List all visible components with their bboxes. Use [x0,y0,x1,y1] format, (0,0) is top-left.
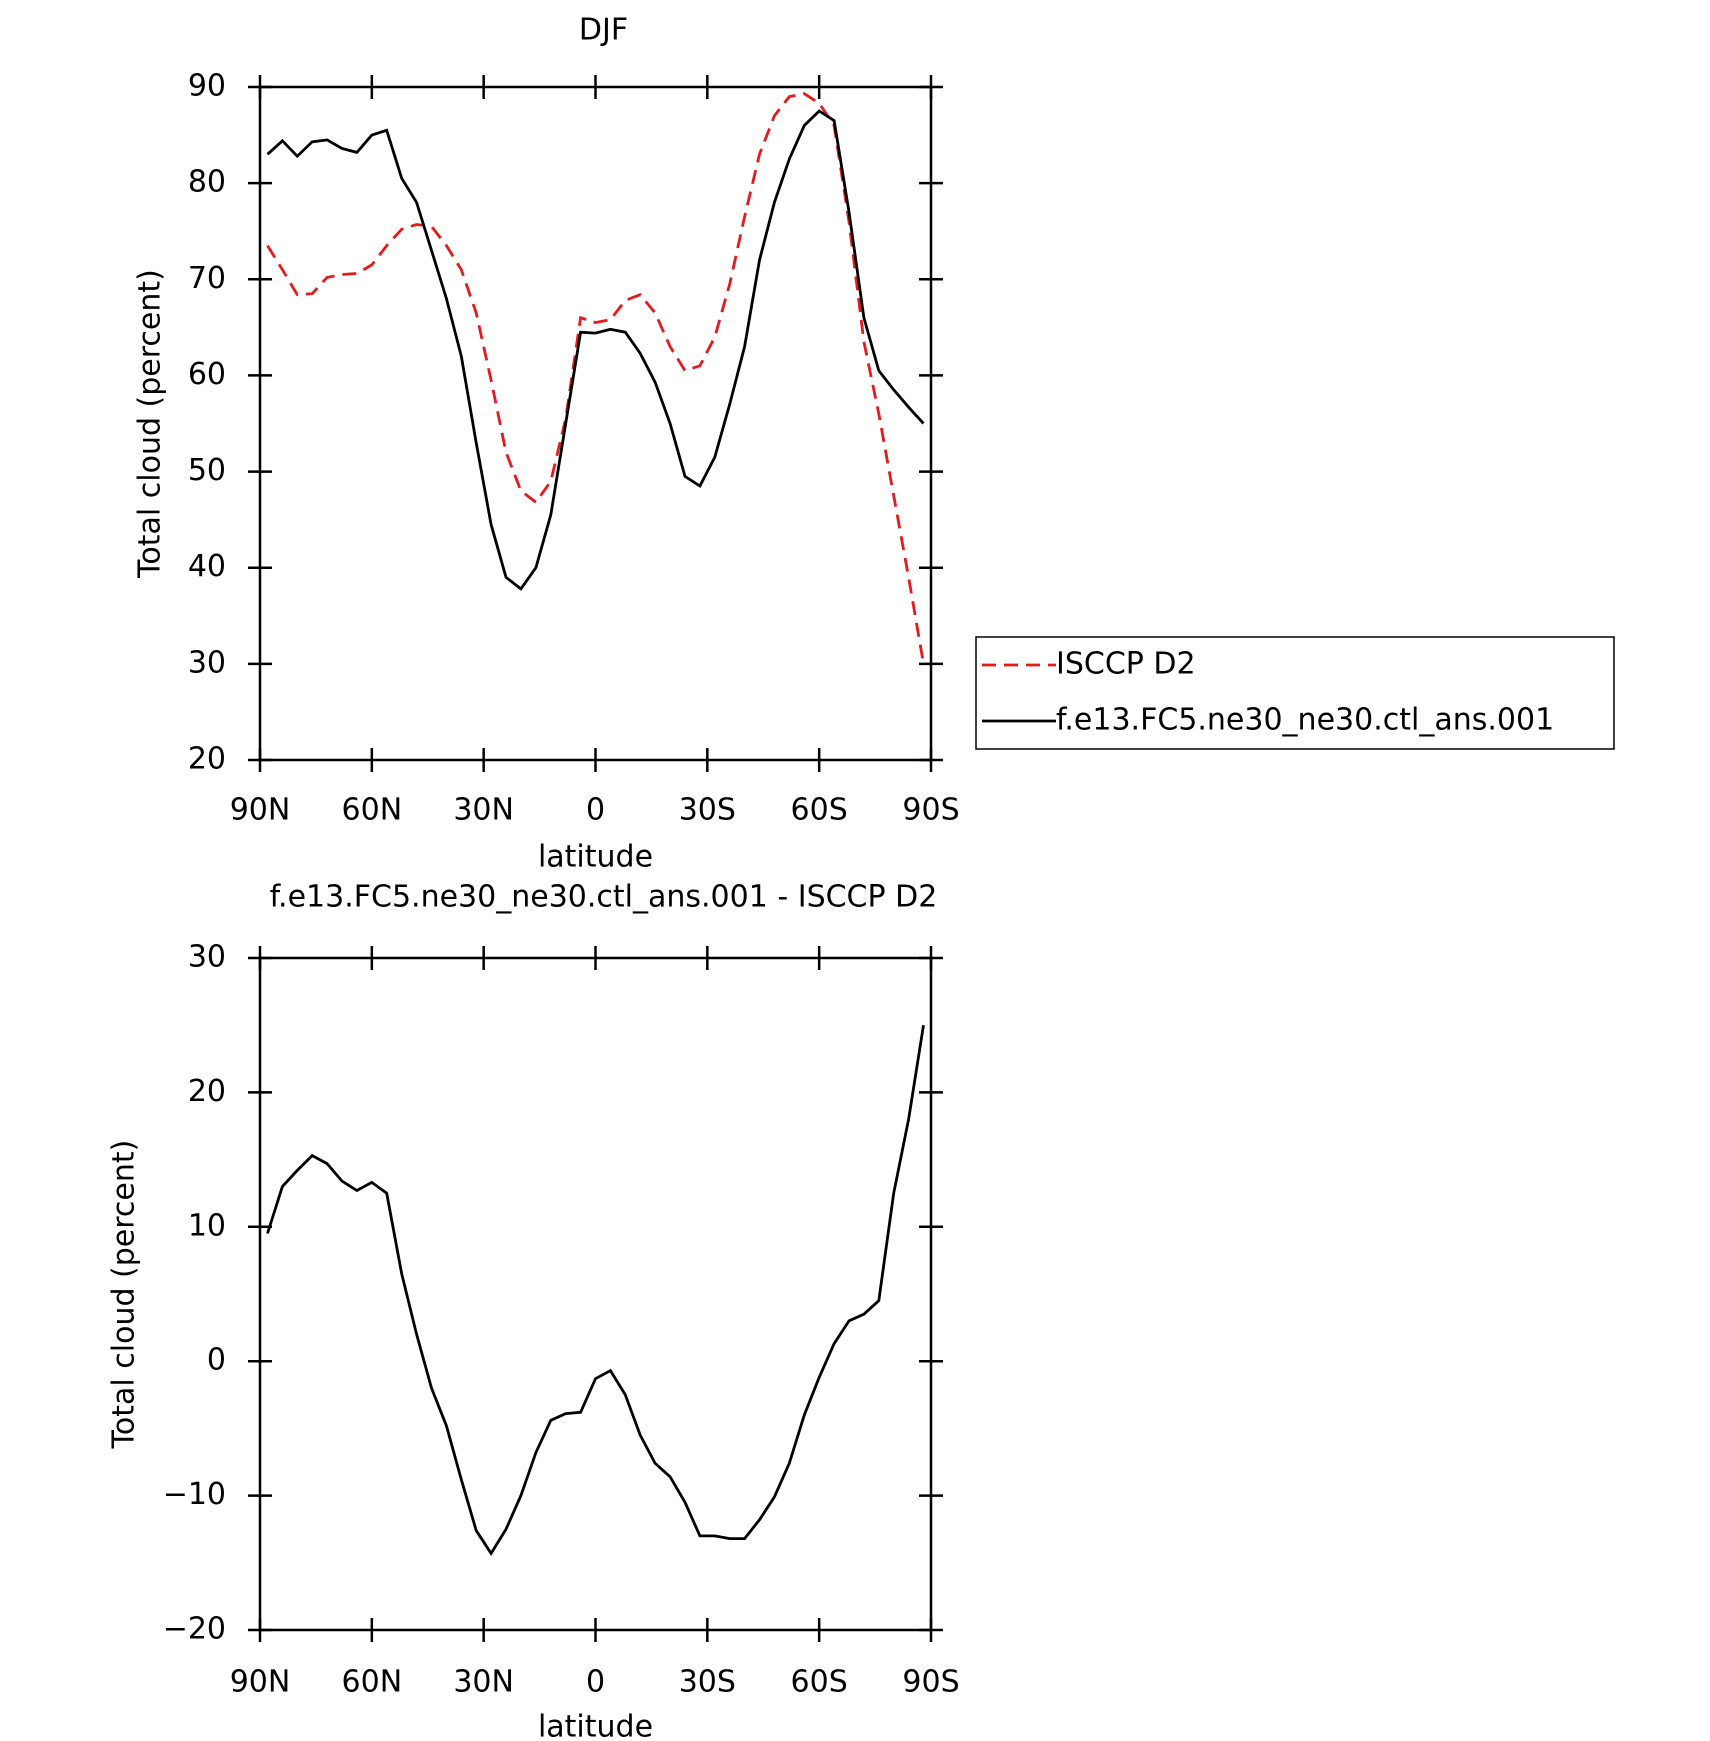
y-tick-label: 40 [188,549,226,584]
y-axis-label: Total cloud (percent) [133,269,168,579]
x-axis-label: latitude [538,1710,653,1741]
x-tick-label: 0 [586,793,605,828]
x-axis-label: latitude [538,840,653,875]
data-line [266,1024,925,1557]
y-tick-label: 50 [188,453,226,488]
legend-label: ISCCP D2 [1056,647,1196,682]
y-tick-label: 20 [188,1074,226,1109]
y-tick-label: 60 [188,357,226,392]
x-tick-label: 30N [453,793,514,828]
x-tick-label: 30S [679,793,736,828]
legend-label: f.e13.FC5.ne30_ne30.ctl_ans.001 [1056,703,1554,738]
x-tick-label: 90N [230,793,291,828]
y-tick-label: 70 [188,261,226,296]
x-tick-label: 60S [791,1665,848,1700]
chart-title: f.e13.FC5.ne30_ne30.ctl_ans.001 - ISCCP … [270,880,938,915]
legend-box [975,636,1615,750]
x-tick-label: 90N [230,1665,291,1700]
x-tick-label: 60N [342,793,403,828]
x-tick-label: 0 [586,1665,605,1700]
x-tick-label: 30S [679,1665,736,1700]
chart-title: DJF [579,13,628,48]
x-tick-label: 90S [902,1665,959,1700]
y-tick-label: 90 [188,69,226,104]
data-line [266,92,925,665]
x-tick-label: 90S [902,793,959,828]
plot-frame [258,85,933,762]
x-tick-label: 30N [453,1665,514,1700]
y-tick-label: 10 [188,1208,226,1243]
x-tick-label: 60N [342,1665,403,1700]
x-tick-label: 60S [791,793,848,828]
y-tick-label: 0 [207,1343,226,1378]
y-tick-label: 20 [188,742,226,777]
y-tick-label: −10 [163,1477,226,1512]
y-tick-label: −20 [163,1612,226,1647]
y-tick-label: 30 [188,940,226,975]
plot-frame [258,956,933,1632]
y-tick-label: 30 [188,645,226,680]
y-tick-label: 80 [188,165,226,200]
y-axis-label: Total cloud (percent) [107,1140,142,1450]
data-line [266,109,925,591]
